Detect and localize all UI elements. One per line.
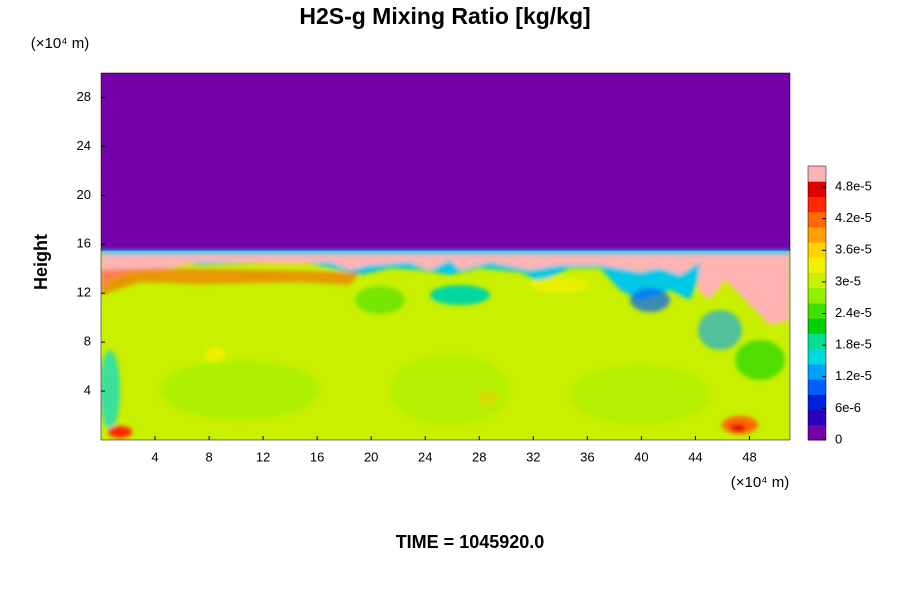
colorbar-level	[808, 394, 826, 411]
colorbar-level	[808, 424, 826, 441]
y-tick-label: 4	[84, 383, 91, 398]
y-unit-label: (×10⁴ m)	[31, 35, 90, 52]
x-tick-label: 40	[634, 449, 648, 464]
colorbar-level	[808, 303, 826, 319]
colorbar-tick-label: 6e-6	[835, 400, 861, 415]
colorbar-tick-label: 0	[835, 431, 842, 446]
y-tick-label: 8	[84, 334, 91, 349]
x-tick-label: 48	[742, 449, 756, 464]
colorbar-level	[808, 272, 826, 289]
y-tick-label: 20	[77, 187, 91, 202]
x-tick-label: 32	[526, 449, 540, 464]
colorbar-tick-label: 1.8e-5	[835, 337, 872, 352]
plot-frame	[100, 72, 791, 441]
colorbar-level	[808, 379, 826, 395]
x-tick-label: 44	[688, 449, 702, 464]
chart-title: H2S-g Mixing Ratio [kg/kg]	[299, 3, 590, 29]
y-axis-label: Height	[31, 234, 51, 290]
x-tick-label: 20	[364, 449, 378, 464]
x-tick-label: 24	[418, 449, 432, 464]
x-tick-label: 4	[151, 449, 158, 464]
colorbar-level	[808, 242, 826, 258]
x-tick-label: 12	[256, 449, 270, 464]
x-tick-label: 8	[205, 449, 212, 464]
colorbar-level	[808, 181, 826, 197]
colorbar-level	[808, 287, 826, 304]
field-features	[101, 250, 790, 438]
colorbar-level	[808, 226, 826, 243]
y-tick-label: 16	[77, 236, 91, 251]
colorbar-tick-label: 4.2e-5	[835, 210, 872, 225]
y-tick-label: 12	[77, 285, 91, 300]
colorbar-level	[808, 318, 826, 334]
field	[101, 73, 790, 440]
upper-region	[101, 73, 790, 251]
x-tick-label: 28	[472, 449, 486, 464]
colorbar-tick-label: 4.8e-5	[835, 179, 872, 194]
colorbar-frame	[807, 165, 827, 441]
colorbar-level	[808, 211, 826, 228]
colorbar-tick-label: 1.2e-5	[835, 368, 872, 383]
colorbar-level	[808, 363, 826, 380]
colorbar-level	[808, 257, 826, 274]
x-unit-label: (×10⁴ m)	[731, 474, 790, 491]
y-tick-label: 28	[77, 89, 91, 104]
colorbar-level	[808, 409, 826, 426]
colorbar-level	[808, 348, 826, 365]
x-tick-label: 36	[580, 449, 594, 464]
y-tick-label: 24	[77, 138, 91, 153]
x-tick-label: 16	[310, 449, 324, 464]
colorbar-tick-label: 2.4e-5	[835, 305, 872, 320]
colorbar-level	[808, 166, 826, 182]
colorbar-tick-label: 3e-5	[835, 273, 861, 288]
colorbar-level	[808, 196, 826, 213]
colorbar-level	[808, 333, 826, 350]
time-label: TIME = 1045920.0	[396, 532, 545, 552]
colorbar-tick-label: 3.6e-5	[835, 242, 872, 257]
